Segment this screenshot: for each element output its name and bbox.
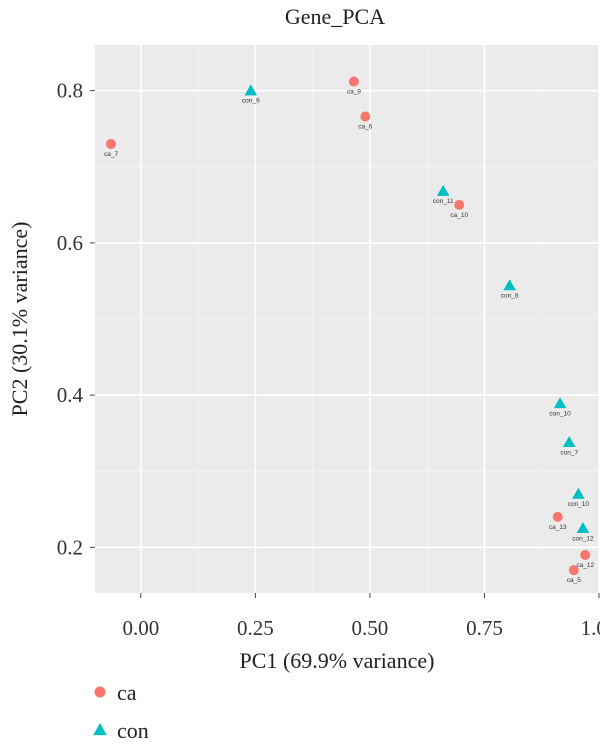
legend-key-con <box>93 723 107 736</box>
legend-label: con <box>117 718 149 743</box>
point-con <box>572 487 585 499</box>
legend-label: ca <box>117 680 137 705</box>
point-label: ca_10 <box>450 212 468 219</box>
x-tick-label: 0.75 <box>466 616 503 640</box>
y-tick-label: 0.8 <box>57 79 83 103</box>
point-label: ca_13 <box>549 524 567 531</box>
point-label: ca_6 <box>358 124 372 131</box>
data-points: ca_9 ca_6 ca_7 ca_10 ca_13 ca_12 ca_5 con_9 con_… <box>104 76 594 584</box>
point-ca <box>568 565 579 576</box>
point-ca <box>454 199 465 210</box>
grid-lines <box>95 45 600 593</box>
point-con <box>244 84 258 96</box>
x-tick-label: 0.50 <box>352 616 389 640</box>
x-axis-title: PC1 (69.9% variance) <box>240 648 435 673</box>
y-tick-label: 0.4 <box>57 383 84 407</box>
axis-ticks: 0.00 0.25 0.50 0.75 1.00 0.2 0.4 0.6 0.8 <box>57 79 600 640</box>
point-con <box>576 522 590 533</box>
point-label: con_8 <box>501 293 519 300</box>
point-label: con_10 <box>568 501 590 508</box>
point-ca <box>360 111 371 122</box>
point-label: con_9 <box>242 98 260 105</box>
point-label: con_11 <box>433 198 454 205</box>
point-con <box>562 436 576 447</box>
point-label: con_12 <box>572 535 594 542</box>
y-axis-title: PC2 (30.1% variance) <box>7 222 32 417</box>
point-label: con_10 <box>549 410 571 417</box>
point-ca <box>552 511 563 522</box>
point-label: con_7 <box>560 449 578 456</box>
legend-key-ca <box>94 686 106 698</box>
point-label: ca_7 <box>104 151 118 158</box>
point-ca <box>580 549 591 560</box>
point-label: ca_12 <box>576 562 594 569</box>
point-con <box>436 184 450 196</box>
x-tick-label: 0.00 <box>122 616 159 640</box>
chart-title: Gene_PCA <box>285 4 385 29</box>
point-ca <box>348 76 359 87</box>
x-tick-label: 0.25 <box>237 616 274 640</box>
point-ca <box>106 138 117 149</box>
legend: ca con <box>93 680 149 743</box>
x-tick-label: 1.00 <box>581 616 600 640</box>
point-con <box>503 279 516 291</box>
y-tick-label: 0.2 <box>57 535 83 559</box>
y-tick-label: 0.6 <box>57 231 83 255</box>
point-label: ca_9 <box>347 89 361 96</box>
point-con <box>553 397 567 409</box>
point-label: ca_5 <box>567 577 581 584</box>
